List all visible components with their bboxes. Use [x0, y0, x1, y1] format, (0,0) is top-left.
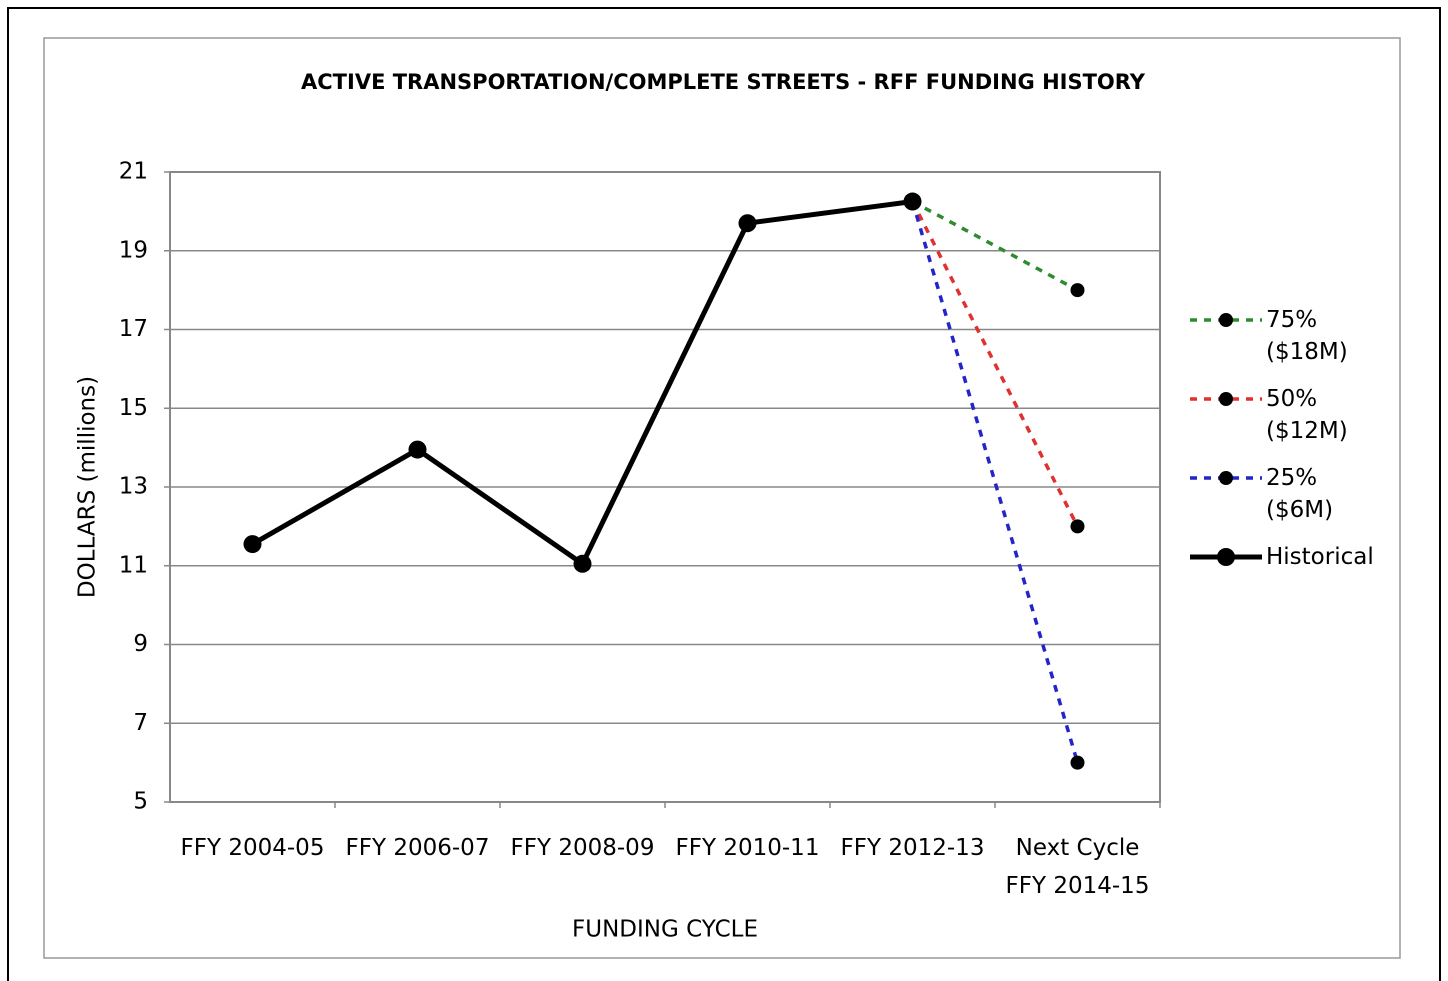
chart-area — [43, 37, 1401, 959]
y-tick-label: 13 — [119, 474, 148, 500]
frame — [7, 7, 1441, 981]
y-tick-label: 11 — [119, 552, 148, 578]
x-tick-label: FFY 2004-05 — [180, 835, 325, 861]
y-tick-label: 19 — [119, 237, 148, 263]
line — [911, 199, 1079, 292]
marker — [1070, 519, 1085, 534]
x-axis-label: FUNDING CYCLE — [572, 917, 758, 943]
marker — [903, 192, 922, 211]
x-tick-label: Next Cycle FFY 2014-15 — [1005, 835, 1150, 899]
legend-marker — [1219, 313, 1233, 327]
x-tick-label: FFY 2010-11 — [675, 835, 820, 861]
legend-label: 25% ($6M) — [1266, 465, 1334, 523]
x-tick-label: FFY 2008-09 — [510, 835, 655, 861]
y-tick-label: 21 — [119, 159, 148, 185]
legend-marker — [1217, 548, 1235, 566]
marker — [243, 535, 262, 554]
y-axis-label: DOLLARS (millions) — [75, 376, 101, 598]
marker — [738, 214, 757, 233]
marker — [1070, 283, 1085, 298]
y-tick-label: 9 — [133, 631, 148, 657]
x-tick-label: FFY 2012-13 — [840, 835, 985, 861]
legend-label: 75% ($18M) — [1266, 307, 1348, 365]
marker — [408, 440, 427, 459]
marker — [573, 554, 592, 573]
x-tick-label: FFY 2006-07 — [345, 835, 490, 861]
chart-title: ACTIVE TRANSPORTATION/COMPLETE STREETS -… — [301, 70, 1146, 94]
marker — [1070, 755, 1085, 770]
y-tick-label: 15 — [119, 395, 148, 421]
y-tick-label: 5 — [133, 789, 148, 815]
legend-label: Historical — [1266, 544, 1374, 570]
y-tick-label: 17 — [119, 316, 148, 342]
line — [910, 200, 1080, 528]
y-tick-label: 7 — [133, 710, 148, 736]
legend-label: 50% ($12M) — [1266, 386, 1348, 444]
legend-marker — [1219, 471, 1233, 485]
legend-marker — [1219, 392, 1233, 406]
